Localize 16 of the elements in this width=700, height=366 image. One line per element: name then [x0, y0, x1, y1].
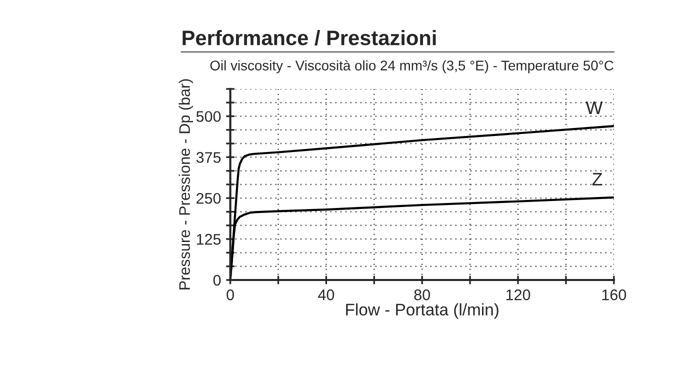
y-tick-label: 500 — [196, 111, 221, 122]
y-tick-label: 250 — [196, 192, 221, 204]
y-axis-title: Pressure - Pressione - Dp (bar) — [178, 79, 194, 290]
series-label: Z — [592, 172, 602, 186]
x-tick-label: 120 — [506, 289, 530, 300]
chart-subtitle: Oil viscosity - Viscosità olio 24 mm³/s (3,5 °E) - Temperature 50°C — [210, 60, 614, 74]
x-tick-label: 160 — [602, 289, 626, 300]
x-tick-label: 80 — [414, 289, 430, 300]
x-tick-label: 40 — [318, 289, 334, 300]
y-tick-label: 0 — [213, 274, 221, 286]
y-tick-label: 125 — [196, 234, 221, 245]
x-tick-label: 0 — [226, 289, 234, 300]
chart-title: Performance / Prestazioni — [182, 30, 436, 46]
y-tick-label: 375 — [196, 152, 221, 163]
series-label: W — [586, 102, 603, 114]
x-axis-title: Flow - Portata (l/min) — [346, 303, 498, 319]
